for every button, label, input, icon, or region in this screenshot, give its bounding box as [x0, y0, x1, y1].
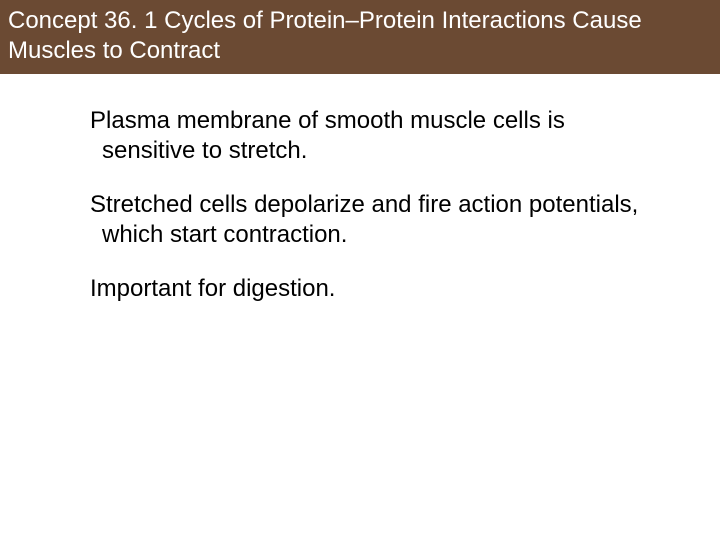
body-area: Plasma membrane of smooth muscle cells i…	[0, 74, 720, 304]
slide: Concept 36. 1 Cycles of Protein–Protein …	[0, 0, 720, 540]
body-paragraph: Important for digestion.	[90, 274, 660, 304]
header-bar: Concept 36. 1 Cycles of Protein–Protein …	[0, 0, 720, 74]
body-paragraph: Stretched cells depolarize and fire acti…	[90, 190, 660, 250]
header-title: Concept 36. 1 Cycles of Protein–Protein …	[8, 6, 712, 66]
body-paragraph: Plasma membrane of smooth muscle cells i…	[90, 106, 660, 166]
